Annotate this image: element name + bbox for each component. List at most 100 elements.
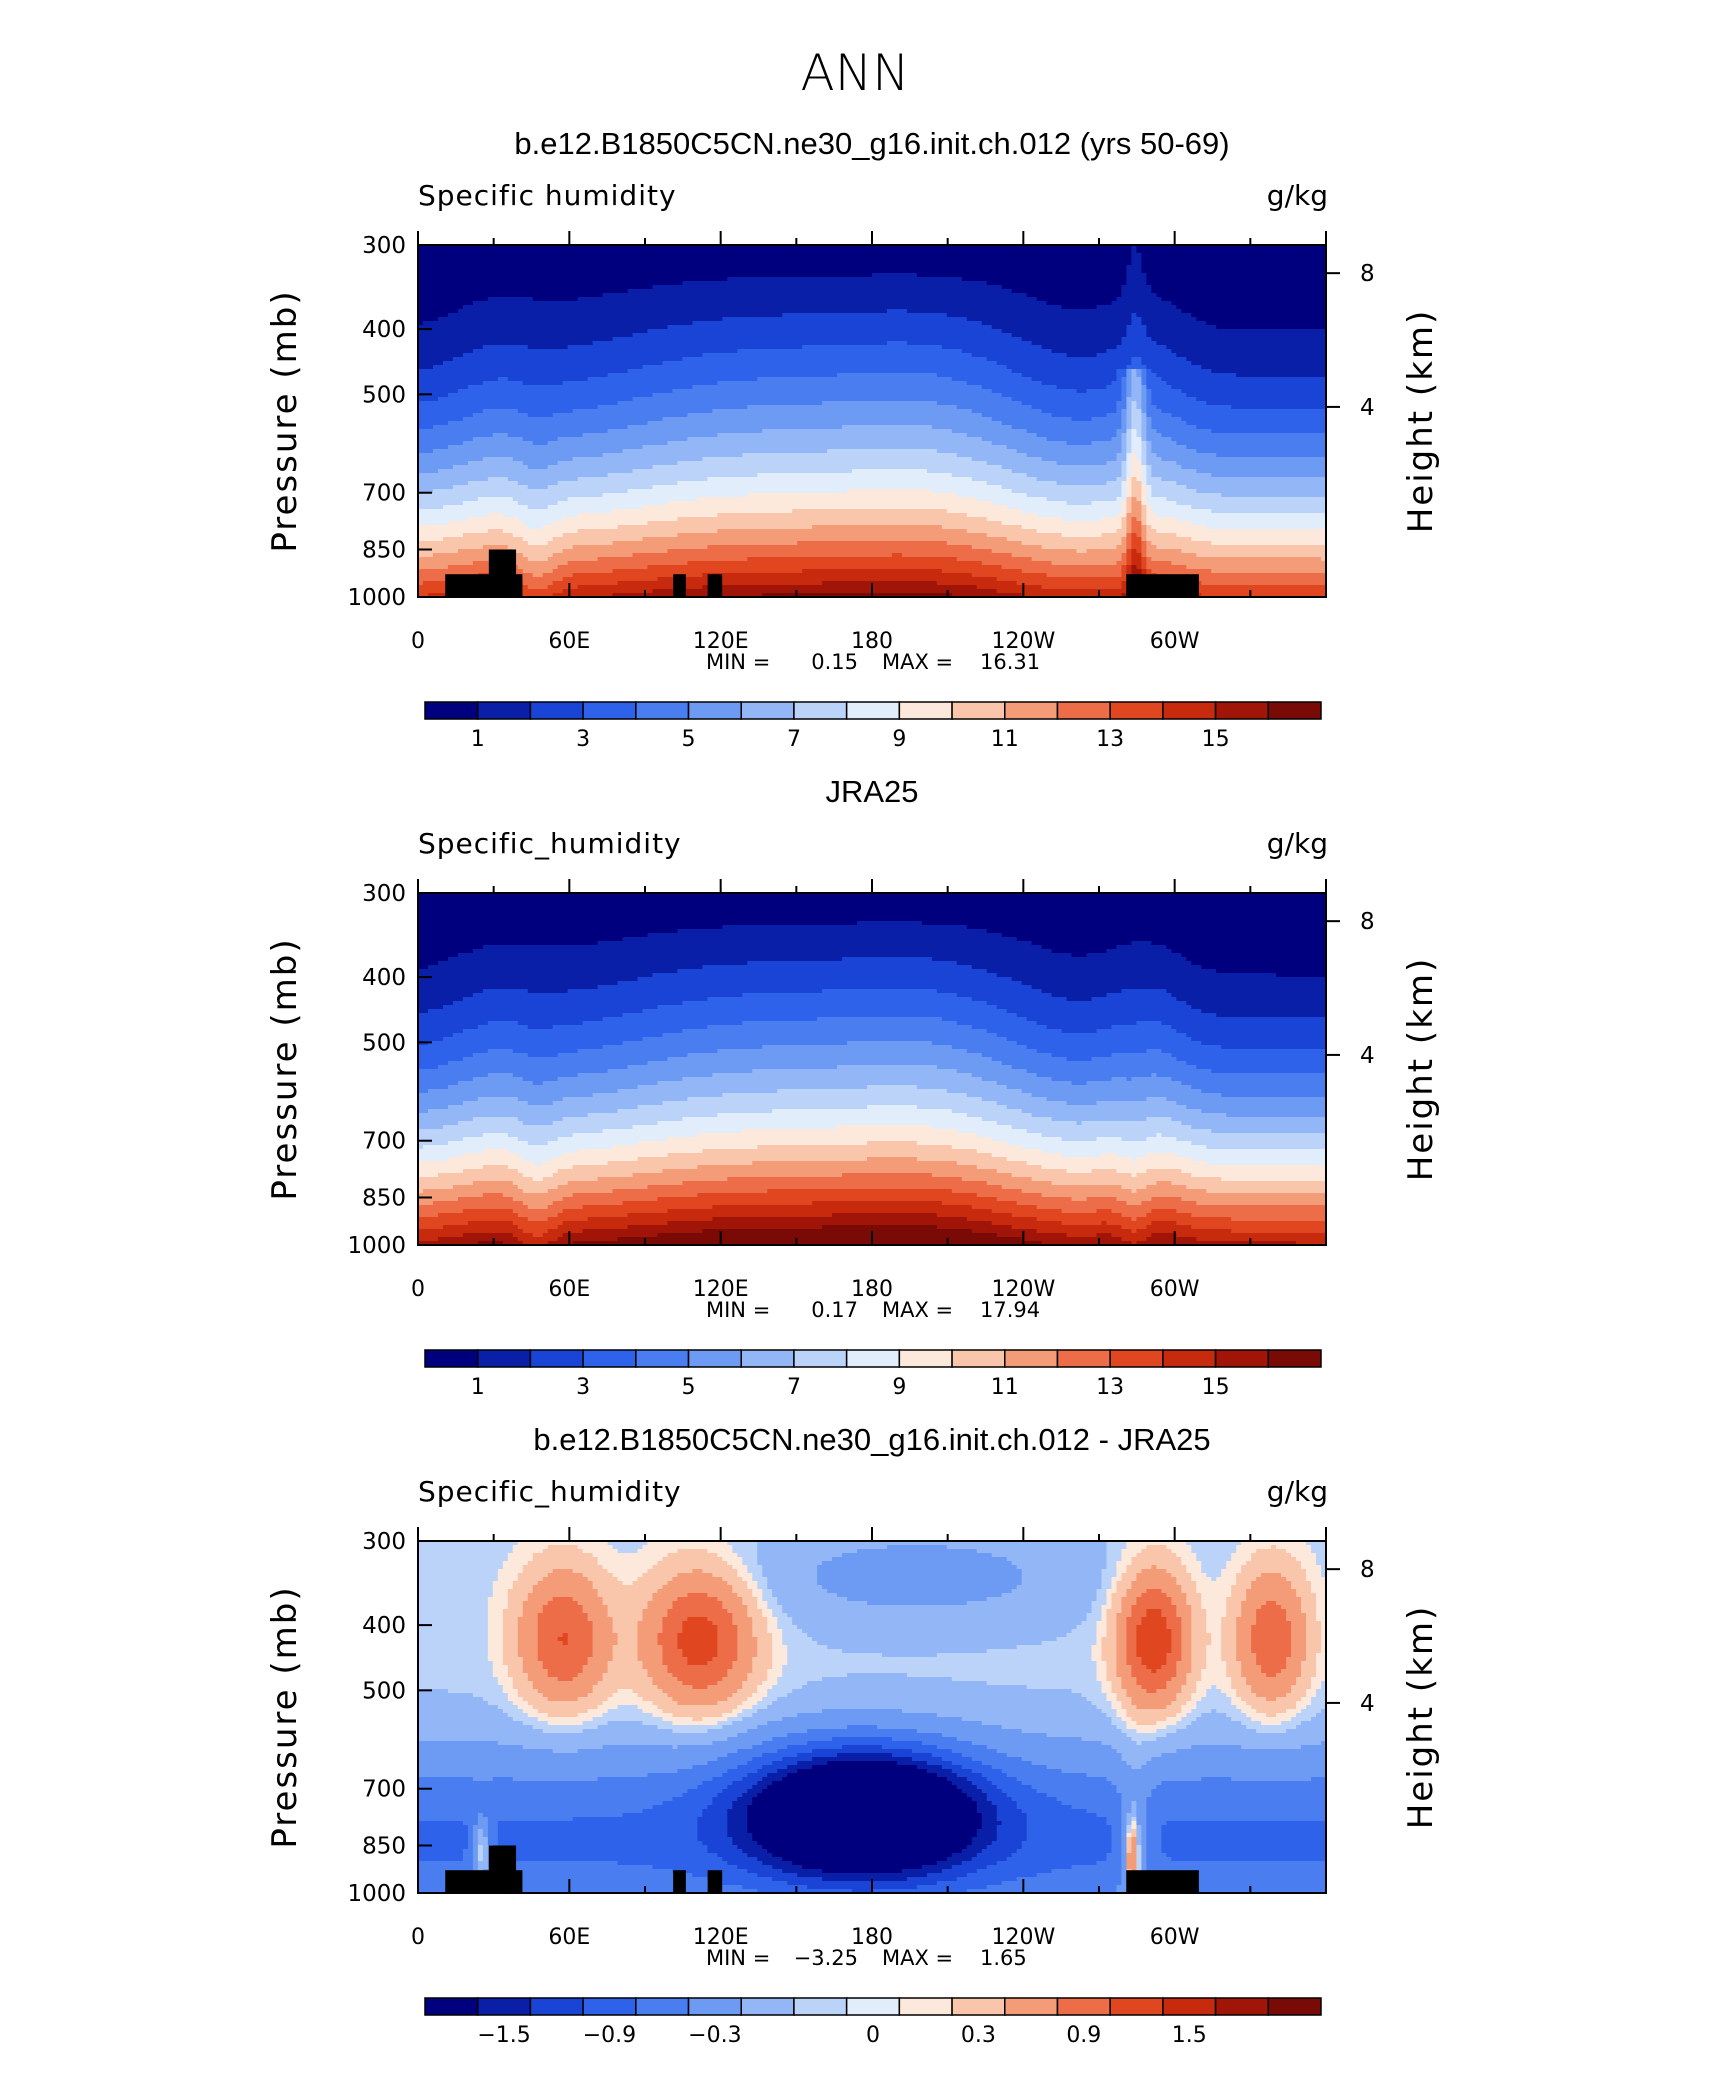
contour-cell: [552, 553, 634, 558]
contour-cell: [1206, 1573, 1222, 1578]
contour-cell: [1151, 469, 1197, 474]
contour-cell: [1161, 1753, 1327, 1758]
contour-cell: [1096, 1029, 1177, 1034]
contour-cell: [418, 961, 439, 966]
contour-cell: [717, 1793, 743, 1798]
contour-cell: [462, 997, 708, 1002]
contour-cell: [991, 1057, 1068, 1062]
contour-cell: [1131, 1609, 1147, 1614]
contour-cell: [537, 1717, 594, 1722]
contour-cell: [1106, 1713, 1118, 1718]
contour-cell: [767, 1601, 778, 1606]
colorbar-label: 9: [892, 727, 906, 752]
contour-cell: [418, 1793, 684, 1798]
contour-cell: [936, 1881, 1003, 1886]
contour-cell: [1171, 1601, 1187, 1606]
contour-cell: [981, 1813, 998, 1818]
contour-cell: [1141, 1857, 1147, 1862]
contour-cell: [812, 1765, 918, 1770]
contour-cell: [642, 445, 1008, 450]
contour-cell: [1041, 1241, 1133, 1246]
x-tick-label: 120W: [991, 1277, 1055, 1302]
contour-cell: [1116, 1621, 1128, 1626]
contour-cell: [592, 1653, 614, 1658]
contour-cell: [1121, 1557, 1133, 1562]
contour-cell: [981, 321, 1133, 326]
contour-cell: [1016, 1849, 1113, 1854]
contour-cell: [562, 1233, 659, 1238]
contour-cell: [1016, 1041, 1202, 1046]
contour-cell: [1146, 1805, 1327, 1810]
contour-cell: [472, 1825, 489, 1830]
contour-cell: [1106, 1613, 1118, 1618]
contour-cell: [1001, 565, 1123, 570]
contour-cell: [512, 1221, 564, 1226]
contour-cell: [1146, 1829, 1162, 1834]
contour-cell: [1126, 569, 1133, 574]
contour-cell: [692, 385, 983, 390]
contour-cell: [418, 1109, 429, 1114]
contour-cell: [1196, 1717, 1232, 1722]
contour-cell: [542, 1081, 659, 1086]
contour-cell: [1186, 1677, 1202, 1682]
contour-cell: [592, 1633, 619, 1638]
contour-cell: [1021, 373, 1118, 378]
contour-cell: [487, 1629, 504, 1634]
contour-cell: [772, 1877, 823, 1882]
contour-cell: [1116, 1633, 1128, 1638]
contour-cell: [418, 545, 484, 550]
contour-cell: [672, 1577, 723, 1582]
contour-cell: [418, 1657, 489, 1662]
contour-cell: [487, 1821, 499, 1826]
contour-cell: [1191, 505, 1327, 510]
contour-cell: [1061, 517, 1103, 522]
contour-cell: [1296, 1681, 1312, 1686]
contour-cell: [462, 1209, 514, 1214]
contour-cell: [582, 1729, 674, 1734]
contour-cell: [1171, 1701, 1187, 1706]
contour-cell: [872, 1889, 968, 1894]
contour-cell: [517, 501, 559, 506]
contour-cell: [916, 1141, 1008, 1146]
contour-cell: [418, 1145, 424, 1150]
contour-cell: [951, 1769, 973, 1774]
contour-cell: [662, 417, 993, 422]
contour-cell: [1121, 1865, 1128, 1870]
contour-cell: [1146, 481, 1177, 486]
contour-cell: [497, 1573, 519, 1578]
contour-cell: [512, 577, 564, 582]
contour-cell: [1231, 405, 1327, 410]
contour-cell: [1021, 509, 1123, 514]
contour-cell: [961, 1849, 983, 1854]
contour-cell: [1116, 1657, 1128, 1662]
contour-cell: [1151, 485, 1187, 490]
contour-cell: [1231, 1589, 1247, 1594]
contour-cell: [582, 1205, 713, 1210]
contour-cell: [1141, 529, 1147, 534]
contour-cell: [752, 1757, 783, 1762]
contour-cell: [567, 989, 823, 994]
contour-cell: [418, 1825, 469, 1830]
contour-cell: [732, 1721, 768, 1726]
contour-cell: [1001, 393, 1123, 398]
contour-cell: [1101, 1637, 1118, 1642]
contour-cell: [956, 1877, 1018, 1882]
contour-cell: [1246, 1597, 1302, 1602]
contour-cell: [1131, 433, 1138, 438]
contour-cell: [842, 425, 933, 430]
min-label: MIN =: [706, 650, 770, 674]
contour-cell: [747, 1565, 763, 1570]
contour-cell: [1241, 1669, 1262, 1674]
contour-cell: [941, 1017, 1028, 1022]
contour-cell: [418, 1801, 664, 1806]
contour-cell: [941, 1757, 973, 1762]
contour-cell: [732, 1805, 748, 1810]
contour-cell: [1256, 1621, 1292, 1626]
contour-cell: [717, 1629, 738, 1634]
contour-cell: [657, 1233, 998, 1238]
contour-cell: [1151, 445, 1187, 450]
contour-cell: [647, 1061, 1003, 1066]
contour-cell: [991, 1209, 1063, 1214]
contour-cell: [418, 1781, 703, 1786]
colorbar-swatch: [476, 1997, 532, 2016]
